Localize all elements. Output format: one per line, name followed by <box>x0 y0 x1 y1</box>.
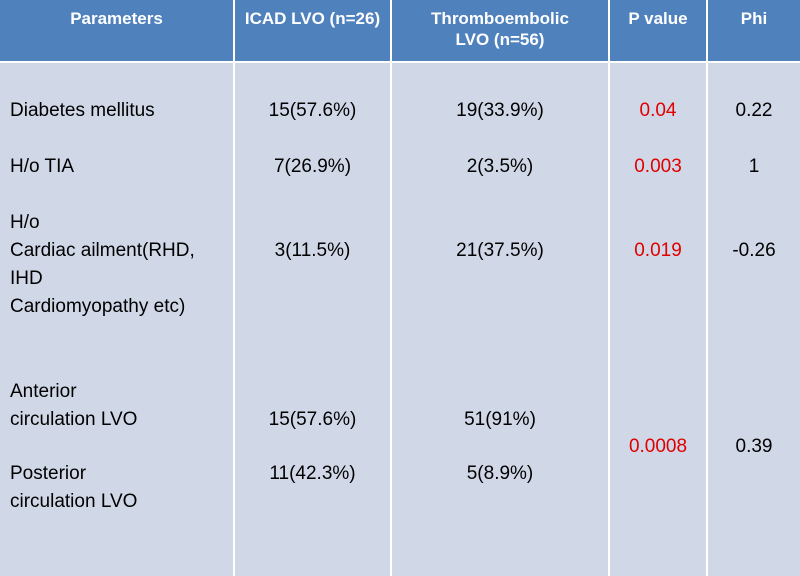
row-tia-p-value: 0.003 <box>634 156 682 177</box>
row-diabetes-icad: 15(57.6%) <box>268 100 357 121</box>
row-cardiac-p-value: 0.019 <box>634 240 682 261</box>
row-posterior-parameter-line-1: Posterior <box>10 463 87 484</box>
row-cardiac-parameter-line-2: Cardiac ailment(RHD, <box>10 240 195 261</box>
header-phi-label: Phi <box>740 9 768 28</box>
row-tia-icad: 7(26.9%) <box>273 156 352 177</box>
row-tia-thrombo: 2(3.5%) <box>466 156 534 177</box>
row-cardiac-parameter-line-3: IHD <box>10 268 43 289</box>
row-posterior-icad: 11(42.3%) <box>269 463 356 484</box>
row-tia-phi: 1 <box>748 156 760 177</box>
row-posterior-parameter-line-2: circulation LVO <box>10 491 138 512</box>
header-p-value-label: P value <box>628 9 688 28</box>
row-diabetes-thrombo: 19(33.9%) <box>456 100 544 121</box>
row-anterior-parameter-line-2: circulation LVO <box>10 409 138 430</box>
header-parameters-label: Parameters <box>70 9 163 28</box>
header-thromboembolic-lvo: Thromboembolic LVO (n=56) <box>392 0 608 61</box>
row-circulation-p-value: 0.0008 <box>628 436 688 457</box>
row-cardiac-phi: -0.26 <box>732 240 776 261</box>
body-column-parameters <box>0 63 233 576</box>
row-anterior-parameter-line-1: Anterior <box>10 381 77 402</box>
row-circulation-phi: 0.39 <box>735 436 773 457</box>
row-diabetes-phi: 0.22 <box>735 100 773 121</box>
header-parameters: Parameters <box>0 0 233 61</box>
row-cardiac-parameter-line-4: Cardiomyopathy etc) <box>10 296 186 317</box>
body-column-p-value <box>610 63 706 576</box>
row-tia-parameter: H/o TIA <box>10 156 75 177</box>
row-anterior-thrombo: 51(91%) <box>464 409 536 430</box>
body-column-phi <box>708 63 800 576</box>
row-anterior-icad: 15(57.6%) <box>268 409 357 430</box>
body-column-icad <box>235 63 390 576</box>
row-diabetes-parameter: Diabetes mellitus <box>10 100 155 121</box>
row-cardiac-parameter-line-1: H/o <box>10 212 40 233</box>
row-cardiac-thrombo: 21(37.5%) <box>456 240 544 261</box>
header-p-value: P value <box>610 0 706 61</box>
row-diabetes-p-value: 0.04 <box>639 100 677 121</box>
header-icad-lvo: ICAD LVO (n=26) <box>235 0 390 61</box>
header-icad-lvo-label: ICAD LVO (n=26) <box>244 9 381 28</box>
row-cardiac-icad: 3(11.5%) <box>274 240 351 261</box>
header-phi: Phi <box>708 0 800 61</box>
header-thromboembolic-lvo-label: Thromboembolic LVO (n=56) <box>431 9 569 49</box>
row-posterior-thrombo: 5(8.9%) <box>466 463 534 484</box>
body-column-thrombo <box>392 63 608 576</box>
